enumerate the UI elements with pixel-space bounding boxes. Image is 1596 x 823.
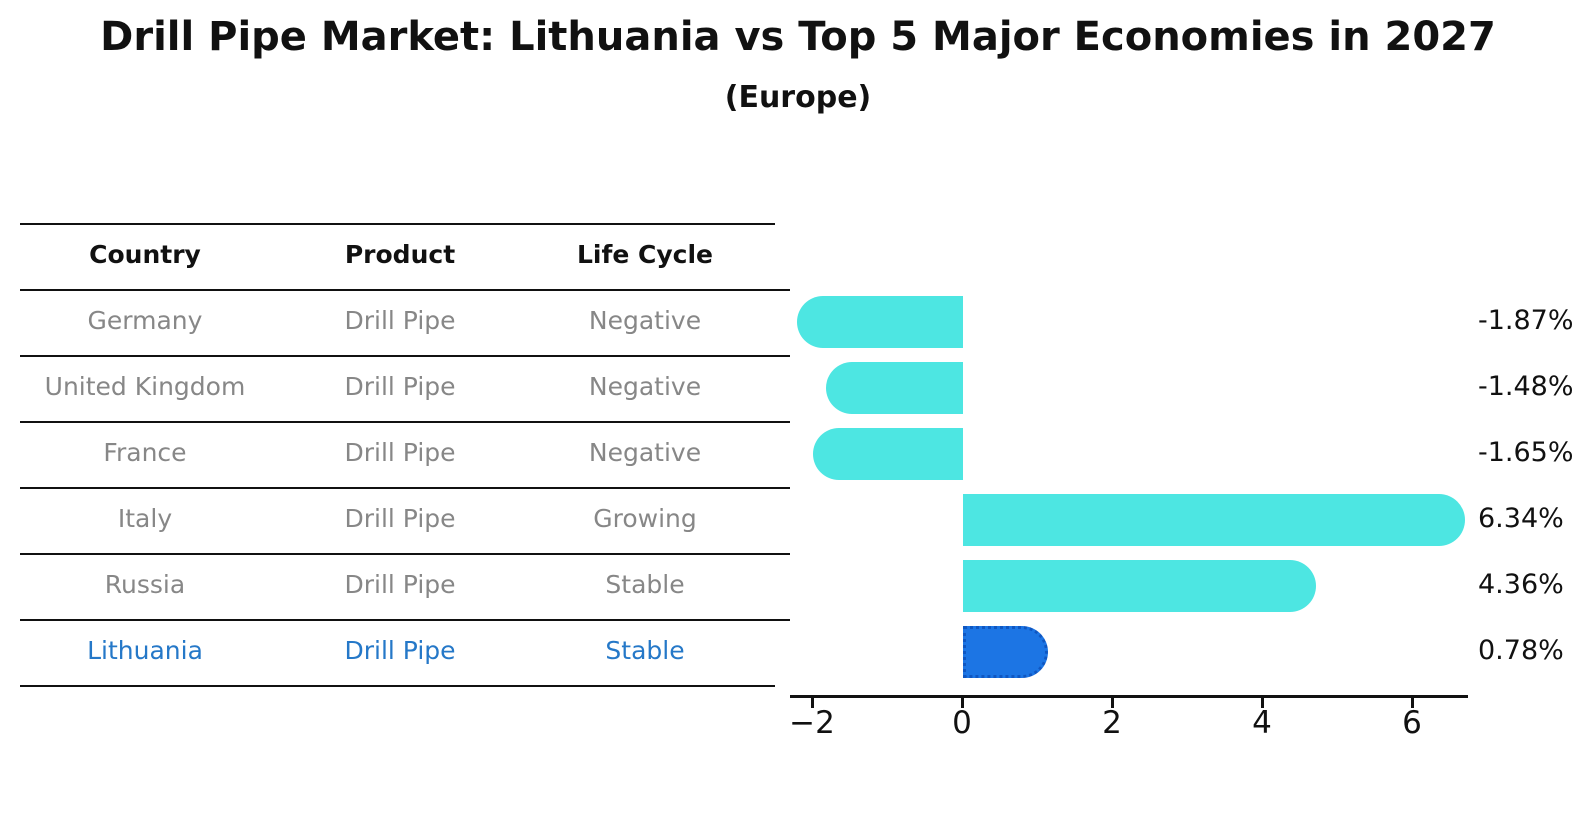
table-rule xyxy=(20,289,775,291)
x-tick xyxy=(1261,698,1264,708)
bar-germany xyxy=(796,296,963,348)
value-label: 4.36% xyxy=(1478,569,1564,600)
value-label: -1.48% xyxy=(1478,371,1574,402)
bar-russia xyxy=(963,560,1316,612)
row-country: Germany xyxy=(87,306,203,335)
bar-united-kingdom xyxy=(826,362,963,414)
column-header-country: Country xyxy=(89,240,201,269)
table-rule xyxy=(20,487,775,489)
row-country: France xyxy=(103,438,187,467)
row-product: Drill Pipe xyxy=(344,570,456,599)
x-tick-label: 4 xyxy=(1252,705,1272,741)
y-tick xyxy=(771,553,790,555)
x-tick-label: 2 xyxy=(1102,705,1122,741)
row-life-cycle: Negative xyxy=(588,306,702,335)
value-label: 6.34% xyxy=(1478,503,1564,534)
row-life-cycle: Negative xyxy=(588,438,702,467)
value-label: -1.65% xyxy=(1478,437,1574,468)
bar-france xyxy=(813,428,963,480)
x-tick-label: −2 xyxy=(789,705,835,741)
y-tick xyxy=(771,421,790,423)
x-tick-label: 0 xyxy=(952,705,972,741)
row-product: Drill Pipe xyxy=(344,438,456,467)
row-country: Italy xyxy=(117,504,173,533)
x-tick-label: 6 xyxy=(1402,705,1422,741)
chart-title: Drill Pipe Market: Lithuania vs Top 5 Ma… xyxy=(100,14,1496,60)
x-tick xyxy=(961,698,964,708)
bar-lithuania xyxy=(963,626,1048,678)
value-label: -1.87% xyxy=(1478,305,1574,336)
x-tick xyxy=(1111,698,1114,708)
y-tick xyxy=(771,355,790,357)
row-product: Drill Pipe xyxy=(344,636,456,665)
y-tick xyxy=(771,487,790,489)
row-life-cycle: Growing xyxy=(593,504,697,533)
y-tick xyxy=(771,619,790,621)
row-country: United Kingdom xyxy=(44,372,246,401)
table-rule xyxy=(20,553,775,555)
table-rule xyxy=(20,685,775,687)
table-rule xyxy=(20,619,775,621)
y-tick xyxy=(771,289,790,291)
table-rule xyxy=(20,421,775,423)
x-tick xyxy=(1411,698,1414,708)
table-rule xyxy=(20,355,775,357)
row-life-cycle: Stable xyxy=(605,570,685,599)
column-header-life-cycle: Life Cycle xyxy=(576,240,714,269)
x-tick xyxy=(811,698,814,708)
row-country: Russia xyxy=(104,570,186,599)
row-country: Lithuania xyxy=(87,636,203,665)
value-label: 0.78% xyxy=(1478,635,1564,666)
row-life-cycle: Stable xyxy=(605,636,685,665)
row-product: Drill Pipe xyxy=(344,504,456,533)
row-life-cycle: Negative xyxy=(588,372,702,401)
row-product: Drill Pipe xyxy=(344,372,456,401)
table-rule xyxy=(20,223,775,225)
x-axis-line xyxy=(790,695,1468,698)
chart-subtitle: (Europe) xyxy=(724,80,872,115)
bar-italy xyxy=(963,494,1465,546)
row-product: Drill Pipe xyxy=(344,306,456,335)
column-header-product: Product xyxy=(344,240,456,269)
